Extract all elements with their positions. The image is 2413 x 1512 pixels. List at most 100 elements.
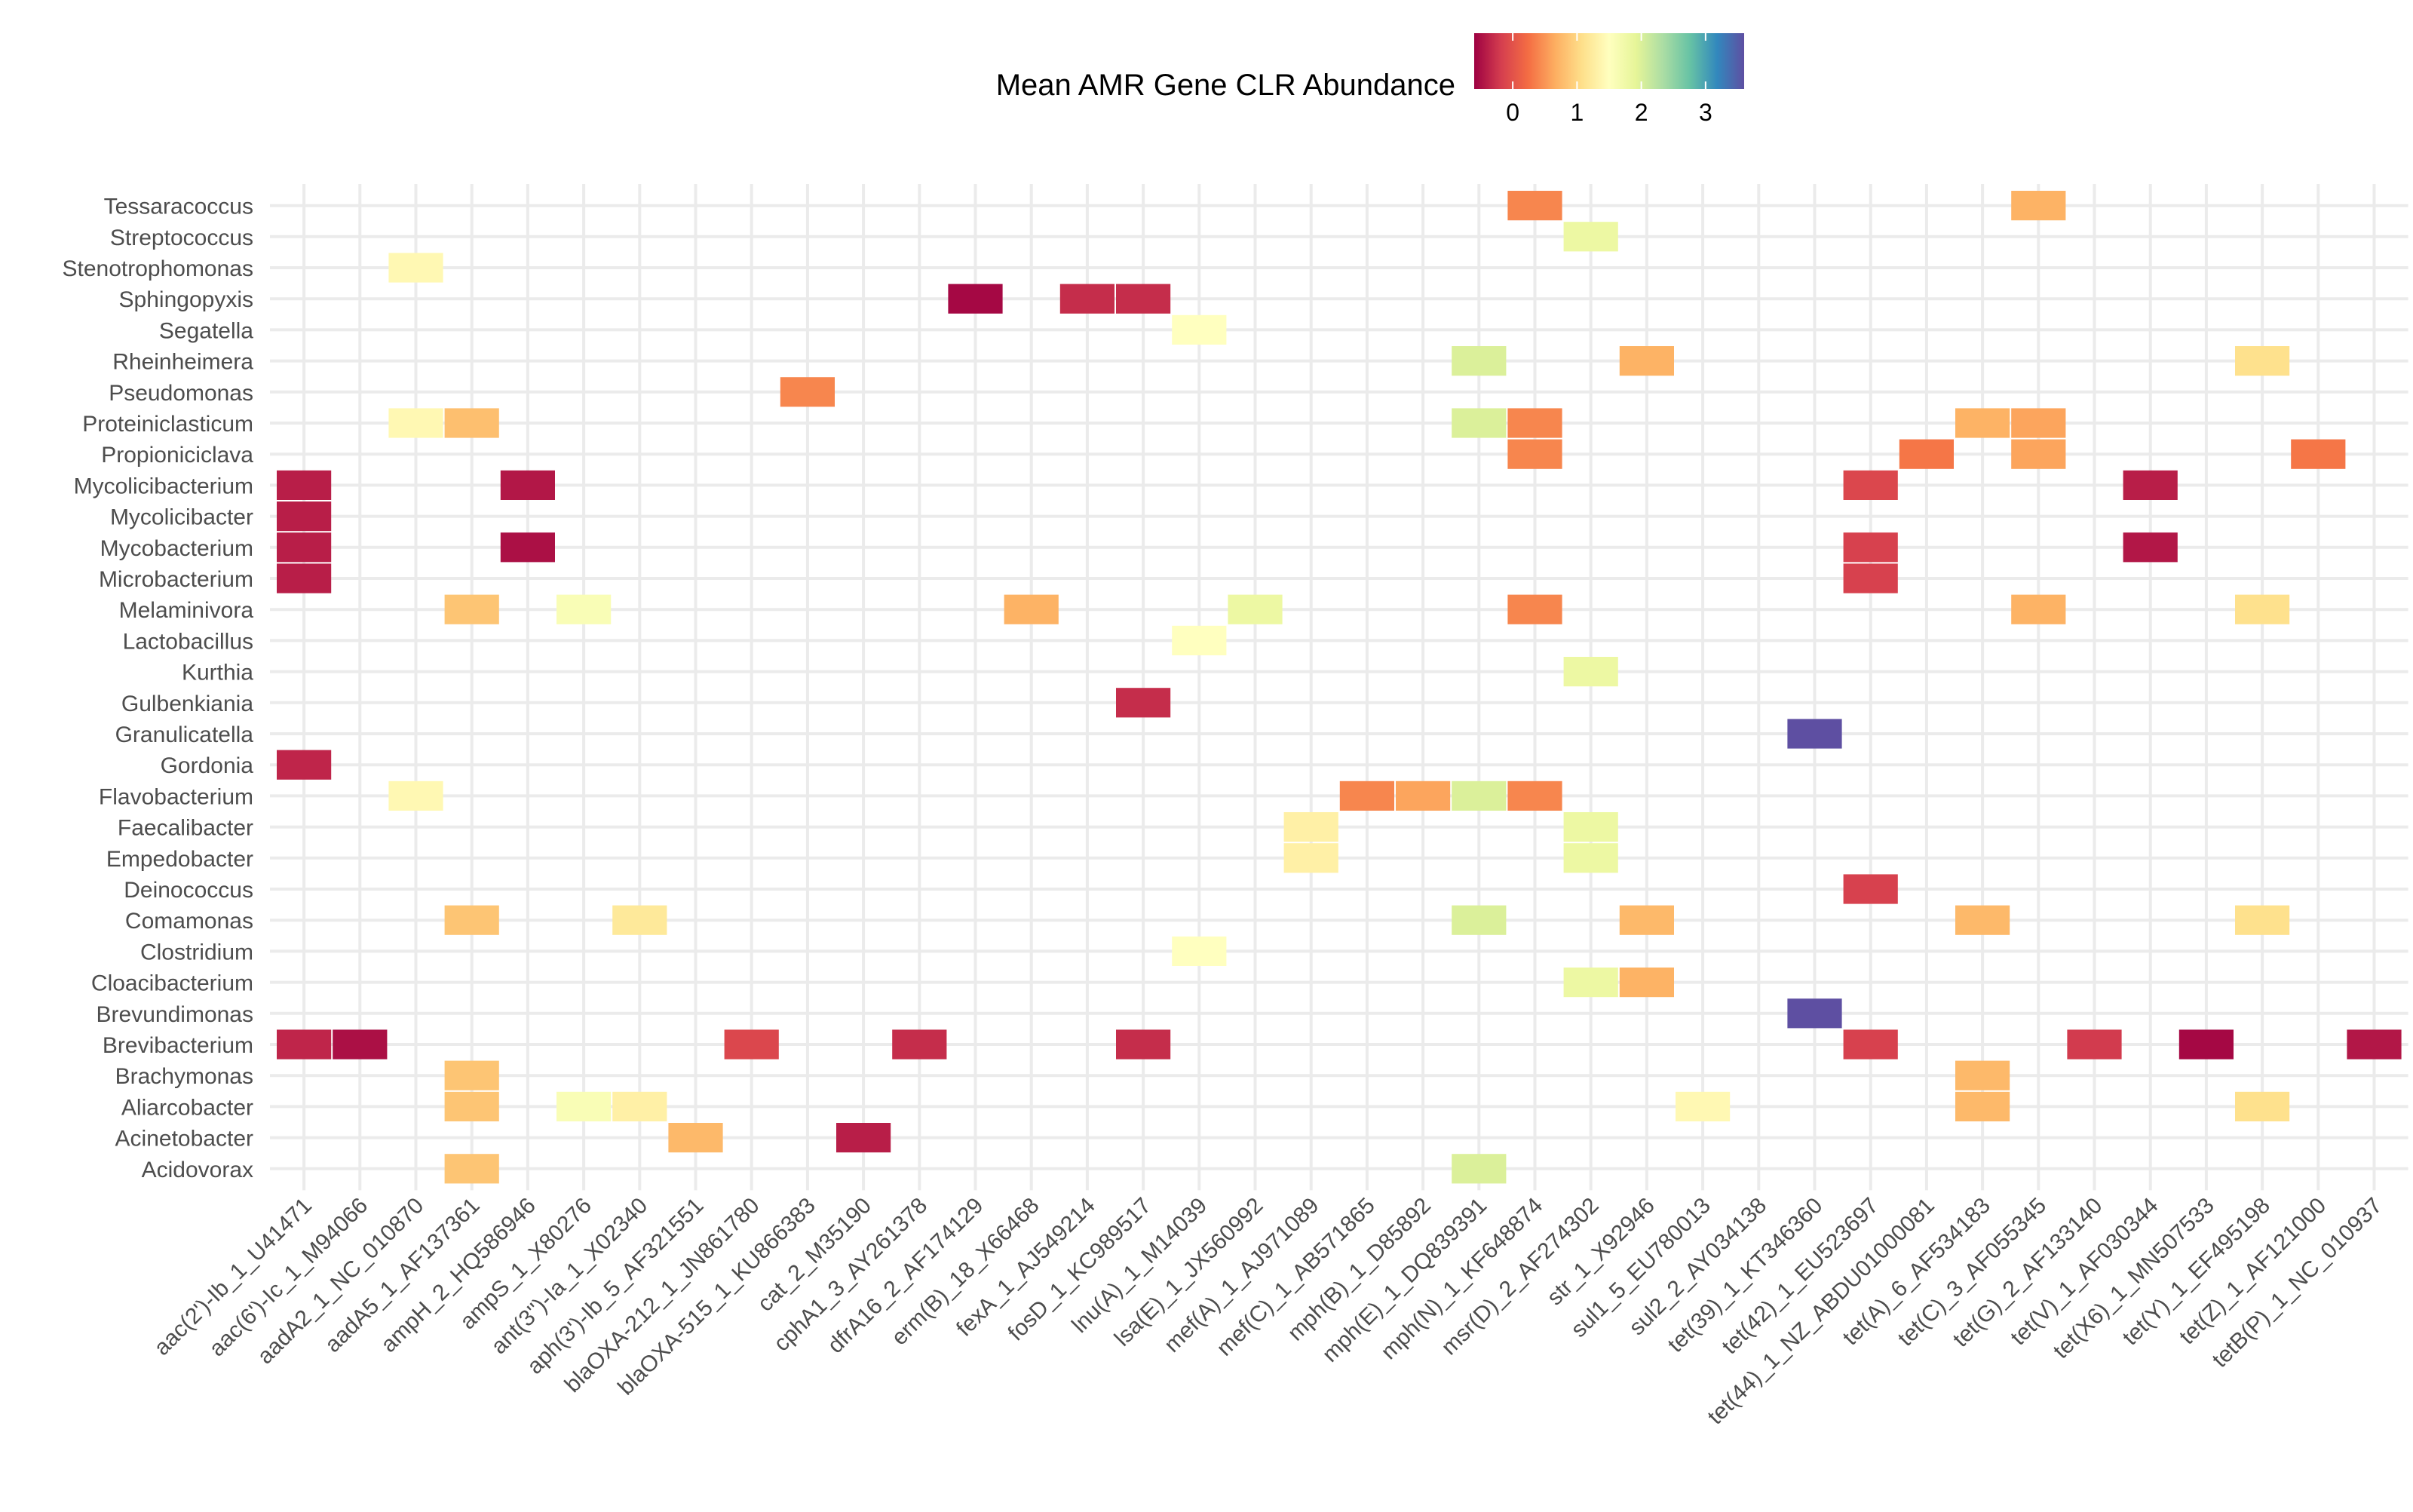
heatmap-cell: [2178, 1029, 2234, 1060]
heatmap-cell: [2011, 594, 2066, 624]
y-axis-tick-label: Faecalibacter: [118, 816, 253, 841]
heatmap-cell: [2011, 408, 2066, 438]
legend-color-bar: [1474, 33, 1744, 89]
heatmap-cell: [1843, 874, 1898, 904]
heatmap-cell: [1339, 781, 1394, 811]
heatmap-cell: [1116, 1029, 1171, 1060]
y-axis-tick-label: Streptococcus: [110, 225, 253, 250]
heatmap-cell: [444, 1091, 499, 1121]
heatmap-cell: [444, 1060, 499, 1090]
heatmap-cell: [1955, 1091, 2010, 1121]
y-axis-tick-label: Pseudomonas: [109, 381, 253, 406]
legend-tick-label: 1: [1570, 99, 1584, 126]
heatmap-cell: [1507, 594, 1562, 624]
heatmap-cell: [1004, 594, 1059, 624]
heatmap-cell: [2123, 470, 2178, 500]
heatmap-cell: [333, 1029, 388, 1060]
heatmap-cell: [1843, 532, 1898, 563]
heatmap-cell: [1452, 1154, 1507, 1184]
heatmap-cell: [2123, 532, 2178, 563]
heatmap-cell: [1787, 998, 1842, 1029]
y-axis-tick-label: Deinococcus: [124, 878, 253, 903]
y-axis-tick-label: Brevibacterium: [103, 1033, 253, 1058]
y-axis-tick-label: Gordonia: [161, 753, 254, 778]
heatmap-cell: [2291, 439, 2346, 469]
heatmap-cell: [1172, 314, 1227, 345]
heatmap-cell: [892, 1029, 947, 1060]
heatmap-cell: [2235, 594, 2290, 624]
heatmap-cell: [2067, 1029, 2122, 1060]
heatmap-cell: [1619, 968, 1674, 998]
heatmap-cell: [556, 594, 612, 624]
y-axis-tick-label: Mycolicibacter: [110, 505, 253, 530]
heatmap-cell: [668, 1123, 723, 1153]
heatmap-cell: [277, 1029, 332, 1060]
heatmap-cell: [1899, 439, 1954, 469]
heatmap-cell: [1843, 470, 1898, 500]
heatmap-cell: [612, 905, 667, 935]
y-axis-tick-label: Mycobacterium: [100, 536, 253, 561]
heatmap-cell: [724, 1029, 779, 1060]
heatmap-cell: [1507, 439, 1562, 469]
y-axis-tick-label: Segatella: [159, 318, 253, 343]
heatmap-cell: [500, 470, 555, 500]
heatmap-cell: [2011, 439, 2066, 469]
y-axis-tick-label: Kurthia: [182, 661, 253, 685]
heatmap-cell: [277, 750, 332, 780]
y-axis-tick-label: Proteiniclasticum: [82, 412, 253, 437]
heatmap-cell: [1452, 346, 1507, 376]
heatmap-cell: [948, 284, 1003, 314]
heatmap-cell: [1843, 1029, 1898, 1060]
y-axis-tick-label: Brachymonas: [115, 1064, 253, 1089]
heatmap-cell: [1563, 657, 1618, 687]
heatmap-cell: [2235, 346, 2290, 376]
legend-tick-label: 2: [1635, 99, 1648, 126]
heatmap-cell: [388, 408, 443, 438]
y-axis-tick-label: Sphingopyxis: [119, 287, 253, 312]
heatmap-cell: [1283, 812, 1338, 842]
heatmap-cell: [1676, 1091, 1731, 1121]
heatmap-cell: [1283, 843, 1338, 873]
y-axis-tick-label: Stenotrophomonas: [62, 256, 253, 281]
color-legend: Mean AMR Gene CLR Abundance 0 1 2 3: [996, 33, 1744, 126]
y-axis-tick-label: Clostridium: [140, 940, 253, 965]
heatmap-cell: [1843, 563, 1898, 593]
heatmap-cell: [444, 905, 499, 935]
y-axis-tick-label: Comamonas: [125, 909, 253, 934]
heatmap-cell: [277, 532, 332, 563]
y-axis-tick-label: Acinetobacter: [115, 1127, 253, 1152]
y-axis-tick-label: Aliarcobacter: [121, 1095, 253, 1120]
heatmap-cell: [1172, 625, 1227, 655]
heatmap-cell: [444, 1154, 499, 1184]
heatmap-cell: [556, 1091, 612, 1121]
heatmap-cell: [388, 253, 443, 283]
y-axis-tick-label: Brevundimonas: [97, 1002, 253, 1027]
y-axis-tick-label: Mycolicibacterium: [74, 474, 253, 498]
heatmap-cell: [277, 470, 332, 500]
y-axis-tick-label: Cloacibacterium: [91, 971, 253, 996]
heatmap-cell: [1452, 408, 1507, 438]
y-axis-tick-label: Rheinheimera: [112, 350, 253, 375]
heatmap-cell: [1452, 781, 1507, 811]
legend-tick-label: 3: [1699, 99, 1712, 126]
heatmap-cell: [500, 532, 555, 563]
heatmap-cell: [1228, 594, 1283, 624]
y-axis-tick-label: Acidovorax: [142, 1158, 253, 1182]
heatmap-cell: [1563, 222, 1618, 252]
heatmap-cell: [1619, 346, 1674, 376]
heatmap-cell: [612, 1091, 667, 1121]
heatmap-cell: [1172, 936, 1227, 966]
heatmap-cell: [277, 563, 332, 593]
heatmap-cell: [1563, 968, 1618, 998]
heatmap-cell: [1507, 781, 1562, 811]
heatmap-cell: [2347, 1029, 2402, 1060]
legend-ticks: 0 1 2 3: [1506, 33, 1712, 126]
heatmap-cell: [1563, 812, 1618, 842]
heatmap-cell: [277, 501, 332, 532]
y-axis-tick-label: Lactobacillus: [123, 629, 253, 654]
y-axis-tick-label: Gulbenkiania: [121, 692, 253, 716]
x-axis: aac(2')-Ib_1_U41471aac(6')-Ic_1_M94066aa…: [149, 1193, 2387, 1429]
heatmap-cell: [1619, 905, 1674, 935]
y-axis-tick-label: Propioniciclava: [101, 443, 253, 468]
